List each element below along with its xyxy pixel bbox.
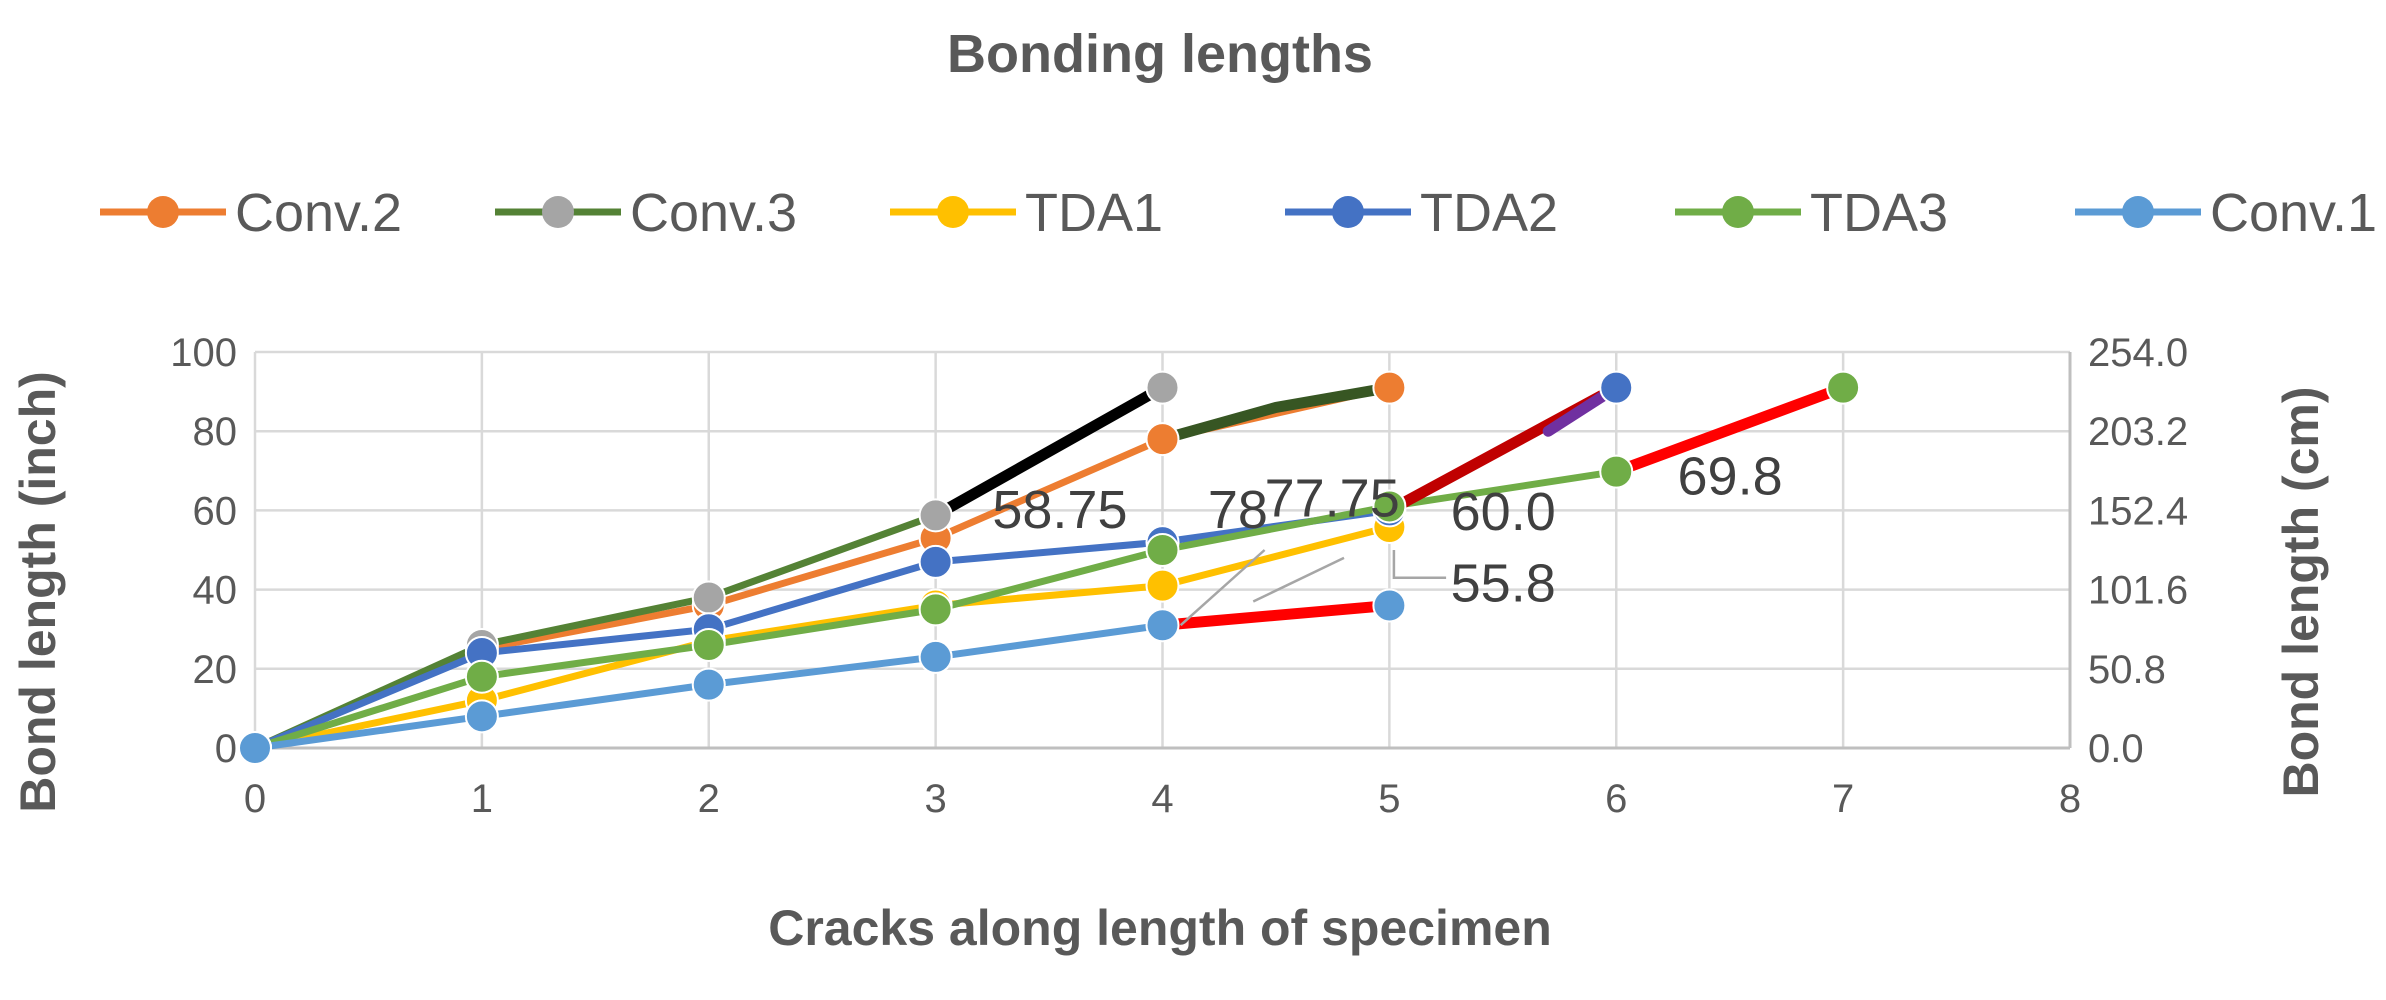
data-label: 77.75 [1265, 468, 1400, 528]
data-point-conv3 [1145, 370, 1180, 405]
y2-tick-label: 203.2 [2088, 410, 2188, 454]
legend-label: Conv.2 [235, 183, 402, 243]
legend-marker [147, 196, 179, 228]
overlay-segment [1157, 599, 1395, 631]
data-point-conv1 [691, 667, 726, 702]
data-point-conv3 [691, 580, 726, 615]
x-tick-label: 5 [1378, 777, 1400, 821]
y-tick-label: 20 [193, 648, 238, 692]
data-point-tda2 [918, 544, 953, 579]
x-tick-label: 1 [471, 777, 493, 821]
data-point-tda2 [1599, 370, 1634, 405]
legend-marker [542, 196, 574, 228]
y2-axis-title: Bond length (cm) [2273, 386, 2329, 797]
legend-item-conv3: Conv.3 [495, 183, 797, 243]
chart-title: Bonding lengths [947, 24, 1373, 84]
y2-tick-label: 101.6 [2088, 569, 2188, 613]
series-markers [238, 370, 1861, 765]
legend-item-tda3: TDA3 [1675, 183, 1948, 243]
data-point-tda3 [464, 659, 499, 694]
x-tick-label: 0 [244, 777, 266, 821]
legend-item-tda2: TDA2 [1285, 183, 1558, 243]
legend-item-conv1: Conv.1 [2075, 183, 2377, 243]
axes [255, 352, 2072, 750]
legend-marker [937, 196, 969, 228]
legend-marker [1332, 196, 1364, 228]
series-line-tda3 [251, 384, 1847, 752]
data-point-tda3 [1599, 454, 1634, 489]
x-axis-title: Cracks along length of specimen [768, 900, 1552, 956]
legend-label: Conv.1 [2210, 183, 2377, 243]
data-point-tda3 [1372, 489, 1407, 524]
data-label: 55.8 [1451, 553, 1556, 613]
legend-label: TDA1 [1025, 183, 1163, 243]
overlay-segment [1610, 382, 1849, 478]
legend-label: TDA3 [1810, 183, 1948, 243]
x-tick-label: 6 [1605, 777, 1627, 821]
x-tick-label: 8 [2059, 777, 2081, 821]
data-label: 58.75 [992, 480, 1127, 540]
y2-tick-label: 0.0 [2088, 727, 2144, 771]
leader-line [1179, 549, 1266, 627]
overlay-segments [930, 382, 1849, 631]
x-tick-label: 2 [698, 777, 720, 821]
x-tick-label: 7 [1832, 777, 1854, 821]
data-point-conv1 [1145, 608, 1180, 643]
data-point-conv1 [918, 639, 953, 674]
leader-line [1392, 550, 1447, 579]
x-tick-label: 3 [925, 777, 947, 821]
leader-line [1252, 556, 1345, 603]
y-axis-title: Bond length (inch) [10, 371, 66, 813]
legend-item-tda1: TDA1 [890, 183, 1163, 243]
overlay-segment [930, 382, 1168, 521]
data-point-tda3 [918, 592, 953, 627]
y2-tick-label: 254.0 [2088, 331, 2188, 375]
data-point-conv3 [918, 498, 953, 533]
y2-tick-label: 50.8 [2088, 648, 2166, 692]
data-point-tda3 [1826, 370, 1861, 405]
overlay-segment [1157, 382, 1395, 445]
data-point-conv2 [1145, 422, 1180, 457]
data-label: 60.0 [1451, 482, 1556, 542]
legend-item-conv2: Conv.2 [100, 183, 402, 243]
data-point-conv1 [464, 699, 499, 734]
x-axis-ticks: 0 1 2 3 4 5 6 7 8 [244, 777, 2081, 821]
data-point-tda3 [1145, 533, 1180, 567]
series-line-tda1 [251, 523, 1393, 752]
data-point-tda3 [691, 628, 726, 663]
data-point-conv2 [1372, 370, 1407, 405]
data-point-conv1 [238, 731, 272, 765]
legend-marker [1722, 196, 1754, 228]
y-tick-label: 80 [193, 410, 238, 454]
y-tick-label: 60 [193, 489, 238, 533]
legend-label: TDA2 [1420, 183, 1558, 243]
y2-axis-ticks: 0.0 50.8 101.6 152.4 203.2 254.0 [2088, 331, 2188, 771]
legend-label: Conv.3 [630, 183, 797, 243]
y-tick-label: 100 [170, 331, 237, 375]
data-label: 78 [1208, 480, 1268, 540]
y-tick-label: 40 [193, 569, 238, 613]
data-label: 69.8 [1678, 447, 1783, 507]
data-point-tda1 [1145, 568, 1180, 603]
y2-tick-label: 152.4 [2088, 489, 2188, 533]
data-point-conv1 [1372, 588, 1407, 623]
legend-marker [2122, 196, 2154, 228]
y-tick-label: 0 [215, 727, 237, 771]
legend: Conv.2 Conv.3 TDA1 TDA2 TDA3 Conv.1 [100, 183, 2377, 243]
x-tick-label: 4 [1151, 777, 1173, 821]
y-axis-ticks: 0 20 40 60 80 100 [170, 331, 237, 771]
